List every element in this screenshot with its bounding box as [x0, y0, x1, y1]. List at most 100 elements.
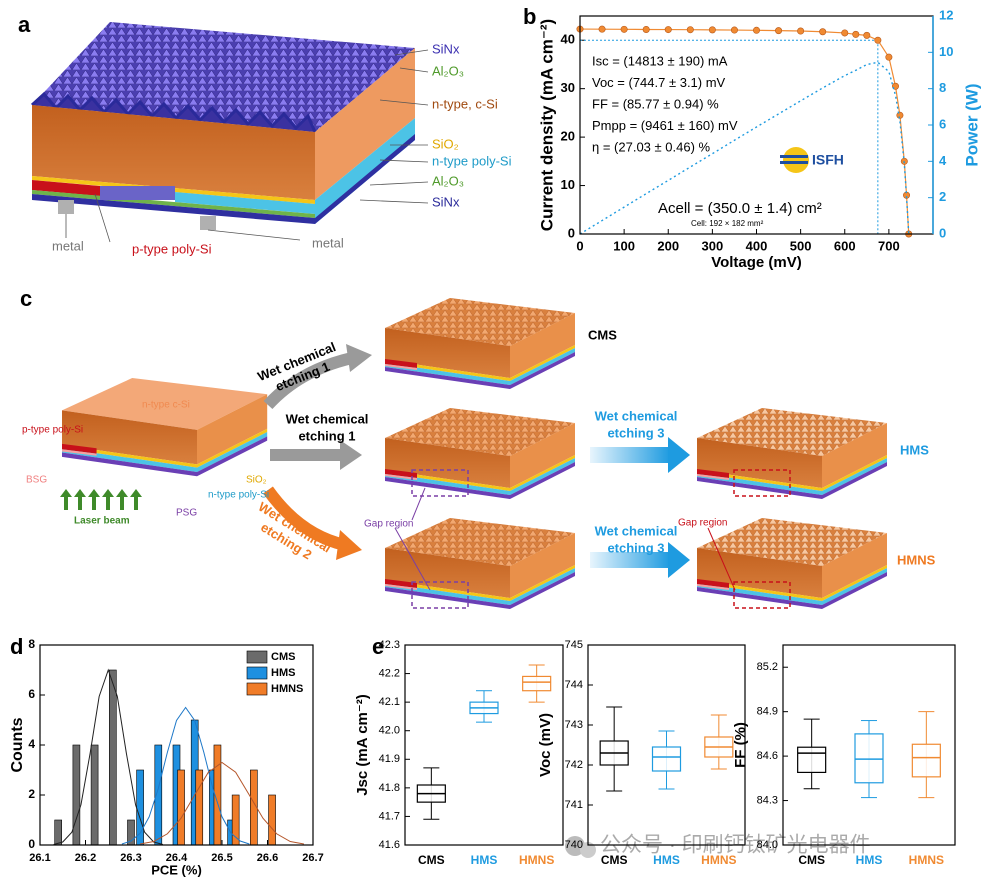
bar [72, 744, 81, 846]
sinx-layer [32, 194, 315, 224]
layer-label: n-type poly-Si [208, 490, 269, 501]
side-face [510, 423, 575, 488]
p-poly-layer [32, 180, 100, 196]
layer-label: Laser beam [74, 516, 130, 527]
layer-label: PSG [176, 508, 197, 519]
side-sinx [197, 436, 268, 477]
category-label: HMNS [909, 853, 944, 867]
top-face [385, 298, 575, 346]
top-face [385, 518, 575, 566]
category-label: HMNS [519, 853, 554, 867]
y-tick-label: 0 [28, 837, 35, 851]
layer-label: n-type poly-Si [432, 153, 512, 168]
bsg-layer [385, 584, 417, 590]
y-tick-label: 742 [565, 759, 583, 771]
step-line: etching 3 [607, 425, 664, 440]
annotation: Isc = (14813 ± 190) mA [592, 53, 728, 68]
product-label: CMS [588, 327, 617, 342]
side-face [197, 394, 268, 465]
data-point [708, 26, 716, 34]
front-face [62, 410, 197, 465]
side-sio2 [197, 428, 268, 468]
panel-label: d [10, 634, 23, 659]
layer-label: n-type c-Si [142, 400, 190, 411]
bsg-layer [697, 474, 729, 480]
x-tick-label: 26.6 [257, 852, 278, 864]
side-face [822, 423, 887, 488]
step-line: etching 3 [607, 540, 664, 555]
legend-swatch [246, 682, 268, 696]
leader-lines [65, 49, 429, 243]
y-tick-label: 42.3 [379, 639, 400, 651]
legend-label: HMNS [271, 683, 303, 695]
y-tick-label: 42.2 [379, 667, 400, 679]
legend-label: HMS [271, 667, 295, 679]
bsg-layer [385, 474, 417, 480]
logo-text: ISFH [812, 152, 844, 168]
bar [195, 769, 204, 846]
y2-tick-label: 6 [939, 116, 946, 131]
box [651, 746, 682, 772]
bsg-layer [697, 584, 729, 590]
side-n-poly [197, 432, 268, 472]
x-tick-label: 0 [576, 238, 583, 253]
side-n-poly [510, 458, 575, 495]
y2-tick-label: 10 [939, 44, 953, 59]
x-tick-label: 300 [702, 238, 724, 253]
side-face [315, 48, 415, 200]
product-label: HMNS [897, 552, 936, 567]
sinx-layer [385, 477, 510, 499]
p-poly-layer [385, 359, 417, 368]
plot-frame [782, 644, 956, 846]
front-face [385, 548, 510, 598]
x-tick-label: 500 [790, 238, 812, 253]
y2-tick-label: 12 [939, 7, 953, 22]
plot-frame [404, 644, 564, 846]
top-face [697, 408, 887, 456]
x-tick-label: 400 [746, 238, 768, 253]
front-face [697, 438, 822, 488]
sinx-layer [385, 367, 510, 389]
y2-tick-label: 4 [939, 153, 947, 168]
legend-swatch [246, 666, 268, 680]
sinx-layer [385, 587, 510, 609]
p-poly-layer [385, 469, 417, 478]
y-tick-label: 0 [568, 225, 575, 240]
side-sinx [315, 134, 415, 224]
n-poly-layer [175, 192, 315, 214]
y-tick-label: 741 [565, 799, 583, 811]
y-tick-label: 84.3 [757, 794, 778, 806]
y-tick-label: 41.8 [379, 782, 400, 794]
layer-label: n-type, c-Si [432, 96, 498, 111]
p-poly-layer [385, 579, 417, 588]
panel-label: e [372, 634, 384, 659]
panel-label: a [18, 12, 31, 37]
y-tick-label: 41.7 [379, 810, 400, 822]
layer-label: p-type poly-Si [132, 241, 212, 256]
data-point [819, 28, 827, 36]
bsg-layer [385, 364, 417, 370]
data-point [852, 30, 860, 38]
side-sio2 [510, 345, 575, 381]
side-sio2 [510, 455, 575, 491]
side-n-poly [822, 568, 887, 605]
category-label: HMS [856, 853, 883, 867]
layer-label: p-type poly-Si [22, 425, 83, 436]
side-sinx [822, 572, 887, 609]
side-sinx [510, 462, 575, 499]
y-tick-label: 743 [565, 719, 583, 731]
data-point [642, 25, 650, 33]
top-face [385, 408, 575, 456]
x-axis-title: PCE (%) [151, 862, 202, 877]
p-poly-layer [697, 469, 729, 478]
product-label: HMS [900, 442, 929, 457]
step-line: Wet chemical [286, 411, 369, 426]
side-face [822, 533, 887, 598]
side-sinx [510, 352, 575, 389]
category-label: HMS [471, 853, 498, 867]
layer-label: SiNx [432, 194, 460, 209]
device-block [385, 298, 575, 389]
data-point [598, 25, 606, 33]
front-face [385, 438, 510, 488]
